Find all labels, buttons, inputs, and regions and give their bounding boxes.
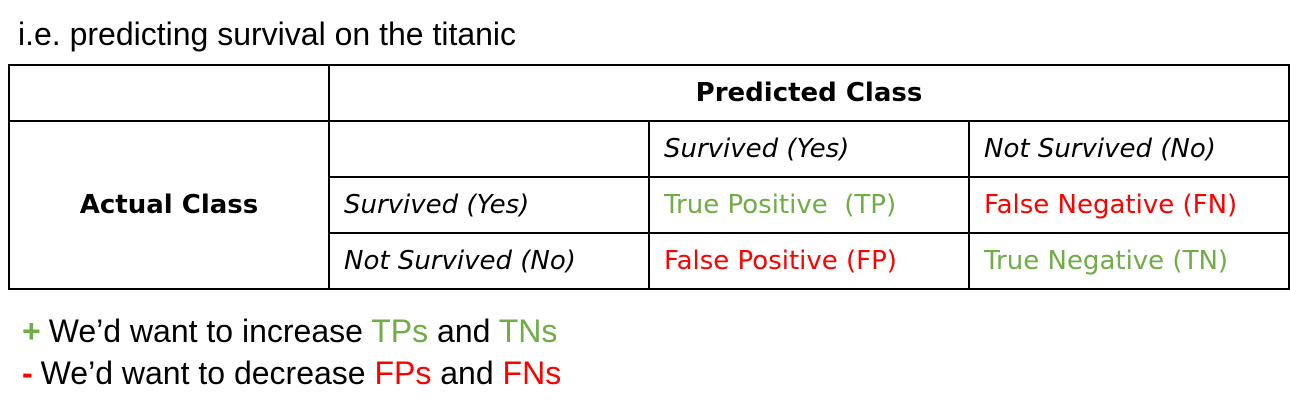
term-tns: TNs (498, 313, 558, 349)
false-negative-cell: False Negative (FN) (968, 176, 1290, 234)
actual-no-header: Not Survived (No) (328, 232, 650, 290)
table-row: Predicted Class (8, 64, 1290, 122)
term-fps: FPs (374, 355, 432, 391)
actual-yes-header: Survived (Yes) (328, 176, 650, 234)
term-fns: FNs (502, 355, 562, 391)
predicted-yes-header: Survived (Yes) (648, 120, 970, 178)
predicted-no-header: Not Survived (No) (968, 120, 1290, 178)
note-text: and (431, 355, 503, 391)
note-text: We’d want to decrease (40, 355, 375, 391)
table-row: Not Survived (No) False Positive (FP) Tr… (9, 232, 1290, 290)
term-tps: TPs (371, 313, 429, 349)
false-positive-cell: False Positive (FP) (648, 232, 970, 290)
note-text: We’d want to increase (48, 313, 372, 349)
table-row: Actual Class Survived (Yes) Not Survived… (8, 120, 1290, 290)
empty-cell (328, 120, 650, 178)
empty-corner-cell (8, 64, 330, 122)
plus-sign: + (22, 313, 41, 349)
page-title: i.e. predicting survival on the titanic (18, 16, 517, 52)
predicted-class-header: Predicted Class (328, 64, 1290, 122)
confusion-matrix-table: Predicted Class Actual Class Survived (Y… (8, 64, 1290, 290)
note-text: and (428, 313, 499, 349)
table-row: Survived (Yes) True Positive (TP) False … (9, 176, 1290, 234)
actual-class-header: Actual Class (8, 120, 330, 290)
true-positive-cell: True Positive (TP) (648, 176, 970, 234)
minus-sign: - (22, 355, 33, 391)
note-decrease: - We’d want to decrease FPs and FNs (22, 352, 561, 394)
notes: + We’d want to increase TPs and TNs - We’d… (22, 310, 561, 394)
true-negative-cell: True Negative (TN) (968, 232, 1290, 290)
note-increase: + We’d want to increase TPs and TNs (22, 310, 561, 352)
